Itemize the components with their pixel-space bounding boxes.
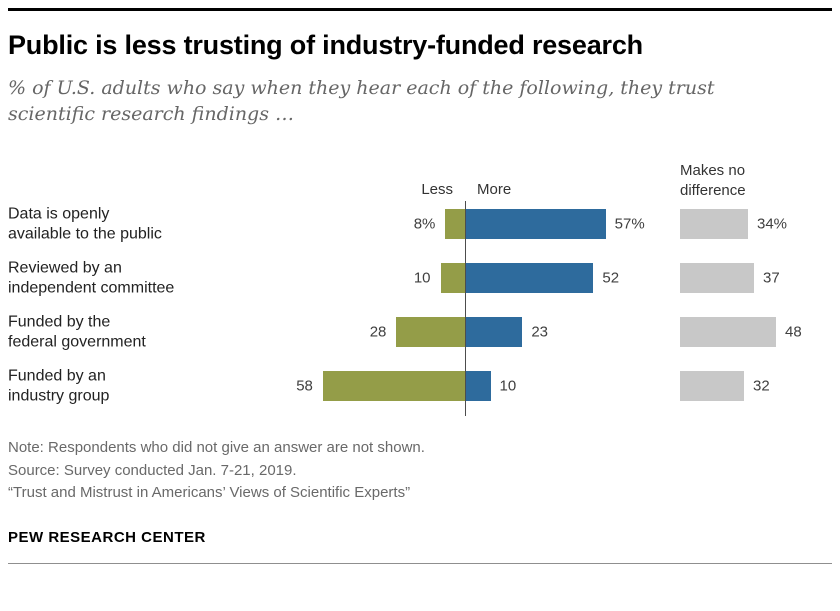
chart-subtitle: % of U.S. adults who say when they hear …: [8, 77, 715, 125]
no-difference-bar: [680, 209, 748, 240]
source-line: Source: Survey conducted Jan. 7-21, 2019…: [8, 461, 297, 479]
less-value-label: 8%: [413, 215, 436, 233]
more-bar: [466, 263, 594, 294]
no-difference-value-label: 32: [753, 377, 770, 395]
less-value-label: 10: [413, 269, 431, 287]
more-value-label: 23: [531, 323, 549, 341]
less-bar: [445, 209, 465, 240]
brand-wordmark: PEW RESEARCH CENTER: [8, 528, 206, 546]
no-difference-bar: [680, 263, 754, 294]
note-line: Note: Respondents who did not give an an…: [8, 439, 425, 457]
no-difference-bar: [680, 317, 776, 348]
category-label: Reviewed by an independent committee: [8, 259, 175, 297]
page-title: Public is less trusting of industry-fund…: [8, 30, 643, 60]
more-value-label: 52: [602, 269, 620, 287]
no-difference-column-header: Makes no difference: [680, 162, 746, 199]
less-value-label: 28: [369, 323, 387, 341]
more-value-label: 10: [499, 377, 517, 395]
report-title-line: “Trust and Mistrust in Americans’ Views …: [8, 484, 411, 502]
more-bar: [466, 317, 523, 348]
less-column-header: Less: [421, 181, 453, 199]
chart-card: Public is less trusting of industry-fund…: [8, 8, 832, 564]
center-axis-line: [465, 201, 466, 417]
more-value-label: 57%: [614, 215, 645, 233]
more-column-header: More: [477, 181, 512, 199]
category-label: Funded by an industry group: [8, 367, 110, 405]
no-difference-bar: [680, 371, 744, 402]
category-label: Data is openly available to the public: [8, 205, 162, 243]
less-value-label: 58: [296, 377, 313, 395]
category-label: Funded by the federal government: [8, 313, 146, 351]
no-difference-value-label: 37: [763, 269, 780, 287]
top-rule: [8, 8, 832, 11]
no-difference-value-label: 48: [785, 323, 802, 341]
less-bar: [322, 371, 465, 402]
more-bar: [466, 371, 491, 402]
bottom-rule: [8, 562, 832, 564]
chart-notes: Note: Respondents who did not give an an…: [8, 437, 832, 505]
less-bar: [396, 317, 465, 348]
more-bar: [466, 209, 606, 240]
no-difference-value-label: 34%: [757, 215, 788, 233]
diverging-bar-chart: Less More Makes no difference Data is openl…: [8, 161, 832, 429]
less-bar: [440, 263, 465, 294]
